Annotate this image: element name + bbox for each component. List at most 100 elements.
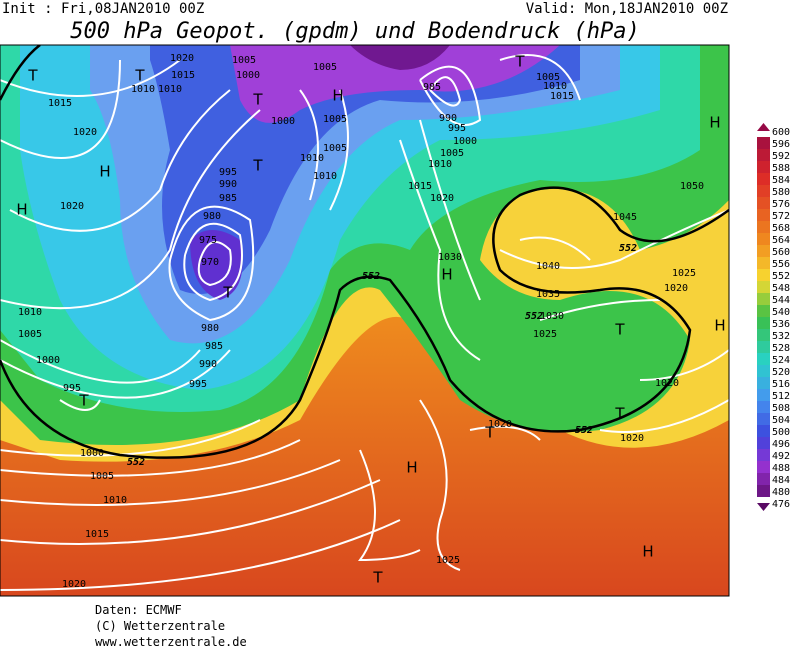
legend-swatch (757, 401, 770, 413)
legend-swatch (757, 269, 770, 281)
legend-label: 476 (772, 499, 790, 510)
isobar-label: 1005 (313, 62, 337, 73)
isobar-label: 1050 (680, 181, 704, 192)
isobar-label: 1030 (540, 311, 564, 322)
legend-label: 524 (772, 355, 790, 366)
isobar-label: 990 (439, 113, 457, 124)
pressure-center: H (332, 87, 343, 105)
legend-label: 576 (772, 199, 790, 210)
contour-label: 552 (362, 271, 380, 282)
isobar-label: 1005 (90, 471, 114, 482)
legend-swatch (757, 161, 770, 173)
pressure-center: T (222, 284, 233, 302)
legend-label: 540 (772, 307, 790, 318)
legend-swatch (757, 365, 770, 377)
legend-label: 500 (772, 427, 790, 438)
legend-swatch (757, 197, 770, 209)
isobar-label: 1010 (158, 84, 182, 95)
isobar-label: 985 (219, 193, 237, 204)
legend-swatch (757, 341, 770, 353)
isobar-label: 1030 (438, 252, 462, 263)
isobar-label: 1005 (440, 148, 464, 159)
isobar-label: 1025 (533, 329, 557, 340)
isobar-label: 990 (219, 179, 237, 190)
pressure-center: T (484, 424, 495, 442)
legend-label: 496 (772, 439, 790, 450)
isobar-label: 1005 (232, 55, 256, 66)
isobar-label: 1035 (536, 289, 560, 300)
isobar-label: 985 (423, 82, 441, 93)
contour-label: 552 (619, 243, 637, 254)
legend-swatch (757, 173, 770, 185)
footer-line: (C) Wetterzentrale (95, 619, 225, 633)
isobar-label: 1015 (408, 181, 432, 192)
pressure-center: H (406, 459, 417, 477)
valid-time: Valid: Mon,18JAN2010 00Z (526, 1, 728, 17)
color-legend: 6005965925885845805765725685645605565525… (757, 123, 790, 511)
legend-swatch (757, 329, 770, 341)
legend-swatch (757, 425, 770, 437)
footer-line: Daten: ECMWF (95, 603, 182, 617)
isobar-label: 1015 (85, 529, 109, 540)
legend-label: 560 (772, 247, 790, 258)
isobar-label: 995 (448, 123, 466, 134)
isobar-label: 1000 (36, 355, 60, 366)
isobar-label: 995 (219, 167, 237, 178)
isobar-label: 1020 (664, 283, 688, 294)
legend-label: 588 (772, 163, 790, 174)
isobar-label: 1000 (236, 70, 260, 81)
legend-arrow (757, 503, 770, 511)
isobar-label: 980 (203, 211, 221, 222)
isobar-label: 1015 (171, 70, 195, 81)
legend-swatch (757, 389, 770, 401)
legend-label: 584 (772, 175, 790, 186)
legend-swatch (757, 485, 770, 497)
isobar-label: 1005 (18, 329, 42, 340)
isobar-label: 980 (201, 323, 219, 334)
pressure-center: H (99, 163, 110, 181)
pressure-center: T (614, 321, 625, 339)
legend-label: 600 (772, 127, 790, 138)
isobar-label: 1010 (18, 307, 42, 318)
isobar-label: 1005 (323, 143, 347, 154)
isobar-label: 1010 (131, 84, 155, 95)
footer-line: www.wetterzentrale.de (95, 635, 247, 648)
legend-swatch (757, 257, 770, 269)
isobar-label: 1010 (428, 159, 452, 170)
legend-label: 544 (772, 295, 790, 306)
contour-label: 552 (575, 425, 593, 436)
map-title: 500 hPa Geopot. (gpdm) und Bodendruck (h… (70, 19, 640, 44)
legend-label: 520 (772, 367, 790, 378)
legend-swatch (757, 305, 770, 317)
isobar-label: 1015 (550, 91, 574, 102)
isobar-label: 1010 (543, 81, 567, 92)
pressure-center: H (709, 114, 720, 132)
isobar-label: 995 (189, 379, 207, 390)
isobar-label: 1020 (430, 193, 454, 204)
pressure-center: T (372, 569, 383, 587)
legend-label: 480 (772, 487, 790, 498)
isobar-label: 1020 (620, 433, 644, 444)
pressure-center: H (16, 201, 27, 219)
isobar-label: 1000 (453, 136, 477, 147)
legend-label: 536 (772, 319, 790, 330)
legend-label: 528 (772, 343, 790, 354)
legend-swatch (757, 293, 770, 305)
map-field (0, 45, 729, 596)
pressure-center: T (27, 67, 38, 85)
isobar-label: 1000 (271, 116, 295, 127)
legend-label: 556 (772, 259, 790, 270)
pressure-center: T (78, 392, 89, 410)
legend-label: 568 (772, 223, 790, 234)
isobar-label: 1020 (73, 127, 97, 138)
isobar-label: 1025 (436, 555, 460, 566)
isobar-label: 1005 (536, 72, 560, 83)
legend-label: 492 (772, 451, 790, 462)
isobar-label: 1005 (323, 114, 347, 125)
isobar-label: 1020 (170, 53, 194, 64)
isobar-label: 1010 (103, 495, 127, 506)
init-time: Init : Fri,08JAN2010 00Z (2, 1, 204, 17)
contour-label: 552 (525, 311, 543, 322)
legend-label: 484 (772, 475, 790, 486)
legend-label: 488 (772, 463, 790, 474)
